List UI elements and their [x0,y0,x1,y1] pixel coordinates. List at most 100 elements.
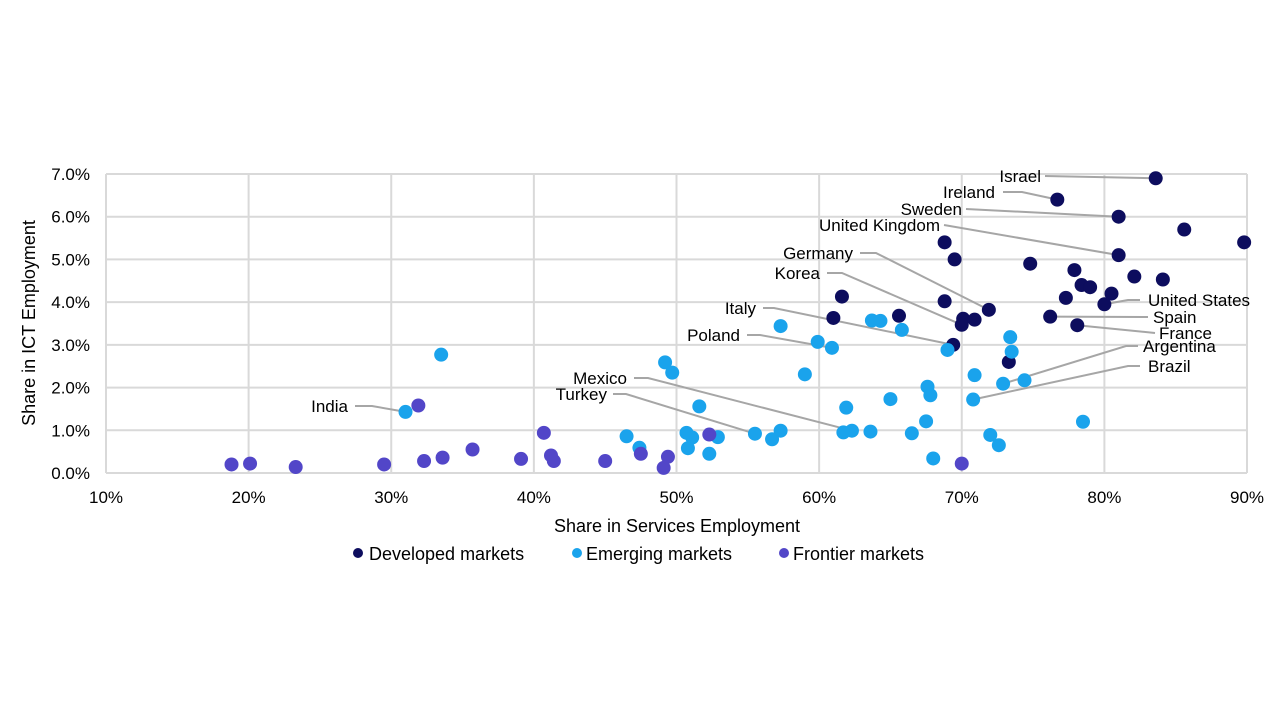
y-tick-label: 1.0% [51,421,90,440]
legend-label-frontier: Frontier markets [793,544,924,564]
annotation-leader-line [827,272,963,326]
annotation-label: India [311,397,348,416]
x-tick-label: 50% [659,488,693,507]
legend-marker-emerging [572,548,582,558]
data-point-frontier [546,454,561,469]
data-point-developed [1070,318,1085,333]
data-point-emerging [983,427,998,442]
data-point-emerging [665,365,680,380]
annotation-label: Korea [775,264,821,283]
data-point-frontier [377,457,392,472]
annotation-label: United Kingdom [819,216,940,235]
y-tick-label: 5.0% [51,250,90,269]
data-point-developed [1043,309,1058,324]
data-point-emerging [797,367,812,382]
data-point-emerging [747,426,762,441]
x-axis-title: Share in Services Employment [554,516,800,536]
data-point-emerging [810,334,825,349]
data-point-frontier [243,456,258,471]
data-point-emerging [1003,330,1018,345]
annotation-label: Sweden [901,200,962,219]
data-point-emerging [1004,344,1019,359]
annotation-label: United States [1148,291,1250,310]
annotation-leader-line [1077,324,1156,334]
data-point-developed [1067,263,1082,278]
annotation-label: Ireland [943,183,995,202]
data-point-emerging [1075,414,1090,429]
y-axis-title: Share in ICT Employment [19,220,39,426]
data-point-developed [1023,256,1038,271]
grid-layer [105,173,1248,474]
annotation-leader-line [943,224,1119,257]
annotation-leader-line [1044,175,1156,180]
annotation-label: Mexico [573,369,627,388]
annotation-leader-line [763,307,954,346]
data-point-emerging [996,376,1011,391]
data-point-frontier [536,425,551,440]
annotation-label: Italy [725,299,757,318]
data-point-frontier [417,454,432,469]
data-point-emerging [1017,373,1032,388]
annotation-leaders [355,175,1156,435]
annotation-label: Germany [783,244,853,263]
data-point-emerging [765,432,780,447]
data-point-developed [826,310,841,325]
data-point-emerging [919,414,934,429]
legend: Developed markets Emerging markets Front… [353,544,924,564]
data-point-emerging [702,446,717,461]
data-point-frontier [702,427,717,442]
data-point-developed [981,302,996,317]
annotation-leader-line [1003,191,1058,201]
data-point-frontier [598,454,613,469]
annotation-leader-line [613,393,756,435]
data-point-developed [1050,192,1065,207]
data-point-emerging [839,400,854,415]
annotation-label: Argentina [1143,337,1216,356]
annotation-leader-line [1002,345,1138,385]
x-tick-label: 10% [89,488,123,507]
data-point-emerging [398,404,413,419]
data-point-developed [937,294,952,309]
tick-labels: 10% 20% 30% 40% 50% 60% 70% 80% 90% 0.0% 1.0% 2.0% 3… [51,165,1264,507]
data-point-developed [937,235,952,250]
data-point-emerging [904,426,919,441]
y-tick-label: 0.0% [51,464,90,483]
legend-marker-developed [353,548,363,558]
data-point-emerging [619,429,634,444]
legend-marker-frontier [779,548,789,558]
data-points [224,171,1252,475]
data-point-emerging [873,313,888,328]
annotation-label: Israel [999,167,1041,186]
data-point-developed [834,289,849,304]
legend-label-emerging: Emerging markets [586,544,732,564]
data-point-emerging [883,392,898,407]
data-point-emerging [824,340,839,355]
data-point-emerging [836,425,851,440]
annotation-label: Poland [687,326,740,345]
data-point-emerging [966,392,981,407]
annotation-label: France [1159,324,1212,343]
data-point-developed [1177,222,1192,237]
data-point-frontier [656,460,671,475]
data-point-frontier [633,446,648,461]
data-point-developed [1058,290,1073,305]
annotation-leader-line [1104,299,1140,306]
data-point-emerging [991,438,1006,453]
y-tick-label: 2.0% [51,379,90,398]
annotation-label: Turkey [556,385,608,404]
data-point-emerging [773,319,788,334]
data-point-developed [1111,209,1126,224]
data-point-frontier [288,460,303,475]
annotation-leader-line [965,208,1119,218]
data-point-developed [1155,272,1170,287]
legend-label-developed: Developed markets [369,544,524,564]
data-point-emerging [923,388,938,403]
x-tick-label: 40% [517,488,551,507]
y-tick-label: 4.0% [51,293,90,312]
data-point-emerging [940,342,955,357]
data-point-emerging [926,451,941,466]
annotation-label: Spain [1153,308,1196,327]
data-point-developed [1104,286,1119,301]
data-point-emerging [863,424,878,439]
